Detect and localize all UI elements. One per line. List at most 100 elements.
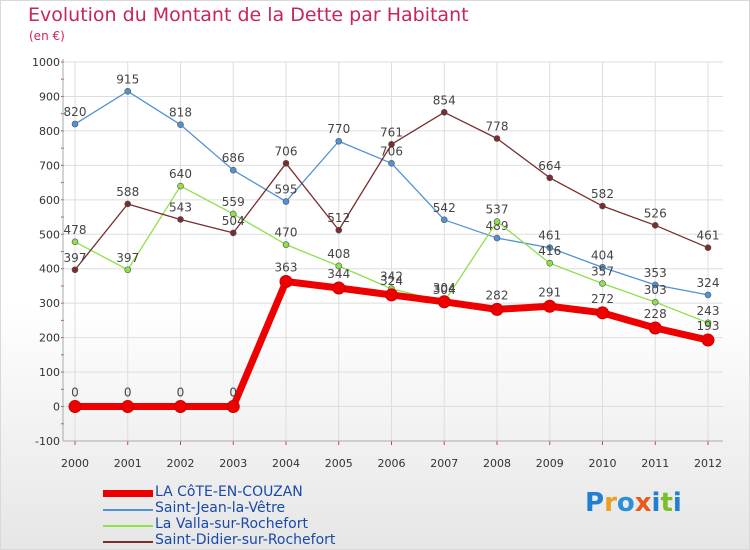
point-la-cote-en-couzan (437, 295, 451, 309)
legend-item-la-valla-sur-rochefort: La Valla-sur-Rochefort (103, 516, 433, 533)
data-label-la-valla-sur-rochefort: 408 (327, 247, 350, 261)
point-la-cote-en-couzan (490, 302, 504, 316)
data-label-saint-jean-la-vetre: 770 (327, 122, 350, 136)
data-label-la-valla-sur-rochefort: 640 (169, 167, 192, 181)
point-saint-didier-sur-rochefort (177, 216, 184, 223)
data-label-la-cote-en-couzan: 282 (486, 288, 509, 302)
legend-label: LA CôTE-EN-COUZAN (155, 484, 303, 500)
data-label-la-cote-en-couzan: 344 (327, 267, 350, 281)
data-label-la-valla-sur-rochefort: 342 (380, 270, 403, 284)
data-label-saint-jean-la-vetre: 820 (64, 105, 87, 119)
legend-item-saint-didier-sur-rochefort: Saint-Didier-sur-Rochefort (103, 532, 433, 549)
data-label-saint-jean-la-vetre: 818 (169, 106, 192, 120)
x-tick-label: 2004 (272, 457, 300, 470)
point-la-valla-sur-rochefort (229, 210, 237, 218)
data-label-la-cote-en-couzan: 304 (433, 281, 456, 295)
data-label-saint-didier-sur-rochefort: 582 (591, 187, 614, 201)
x-tick-label: 2011 (641, 457, 669, 470)
data-label-la-valla-sur-rochefort: 559 (222, 195, 245, 209)
point-la-valla-sur-rochefort (651, 298, 659, 306)
data-label-saint-didier-sur-rochefort: 761 (380, 125, 403, 139)
point-la-valla-sur-rochefort (71, 238, 79, 246)
data-label-la-valla-sur-rochefort: 478 (64, 223, 87, 237)
point-la-cote-en-couzan (279, 274, 293, 288)
point-la-valla-sur-rochefort (124, 266, 132, 274)
point-saint-jean-la-vetre (71, 120, 79, 128)
data-label-la-valla-sur-rochefort: 397 (116, 251, 139, 265)
data-label-la-cote-en-couzan: 0 (71, 386, 79, 400)
point-saint-didier-sur-rochefort (124, 200, 132, 208)
point-la-valla-sur-rochefort (546, 259, 554, 267)
legend-label: Saint-Jean-la-Vêtre (155, 500, 286, 516)
data-label-saint-jean-la-vetre: 461 (538, 229, 561, 243)
data-label-saint-didier-sur-rochefort: 854 (433, 93, 456, 107)
point-saint-didier-sur-rochefort (388, 141, 395, 148)
data-label-saint-didier-sur-rochefort: 504 (222, 214, 245, 228)
legend-swatch (103, 509, 153, 511)
data-label-saint-jean-la-vetre: 324 (697, 276, 720, 290)
y-tick-label: -100 (35, 435, 60, 448)
point-saint-didier-sur-rochefort (440, 109, 448, 116)
point-la-cote-en-couzan (648, 321, 662, 335)
x-tick-label: 2001 (114, 457, 142, 470)
point-saint-didier-sur-rochefort (599, 202, 606, 210)
data-label-la-cote-en-couzan: 324 (380, 274, 403, 288)
point-saint-jean-la-vetre (282, 198, 290, 205)
logo-letter: r (604, 488, 617, 518)
legend-label: La Valla-sur-Rochefort (155, 516, 308, 532)
legend-swatch (103, 541, 153, 543)
point-saint-jean-la-vetre (440, 216, 448, 224)
point-la-valla-sur-rochefort (282, 241, 290, 248)
point-saint-jean-la-vetre (177, 121, 184, 129)
point-saint-didier-sur-rochefort (704, 244, 712, 252)
point-saint-jean-la-vetre (388, 159, 395, 167)
y-tick-label: 900 (39, 90, 60, 103)
point-la-valla-sur-rochefort (599, 280, 606, 287)
point-saint-jean-la-vetre (651, 281, 659, 289)
logo-letter: x (634, 488, 652, 518)
data-label-saint-didier-sur-rochefort: 778 (486, 119, 509, 133)
point-saint-didier-sur-rochefort (229, 229, 237, 237)
data-label-saint-jean-la-vetre: 915 (116, 72, 139, 86)
legend-item-la-cote-en-couzan: LA CôTE-EN-COUZAN (103, 484, 433, 501)
x-tick-label: 2008 (483, 457, 511, 470)
point-la-cote-en-couzan (543, 299, 557, 313)
x-tick-label: 2006 (378, 457, 406, 470)
data-label-la-cote-en-couzan: 0 (229, 386, 237, 400)
legend-label: Saint-Didier-sur-Rochefort (155, 532, 336, 548)
data-label-saint-didier-sur-rochefort: 543 (169, 200, 192, 214)
data-label-la-valla-sur-rochefort: 416 (538, 244, 561, 258)
data-label-saint-didier-sur-rochefort: 588 (116, 185, 139, 199)
data-label-saint-didier-sur-rochefort: 461 (697, 229, 720, 243)
point-la-cote-en-couzan (174, 400, 187, 414)
data-label-la-valla-sur-rochefort: 537 (486, 203, 509, 217)
data-label-la-cote-en-couzan: 272 (591, 292, 614, 306)
point-la-valla-sur-rochefort (704, 319, 712, 327)
point-saint-didier-sur-rochefort (71, 266, 79, 274)
logo-letter: i (672, 488, 682, 518)
y-tick-label: 800 (39, 125, 60, 138)
data-label-la-valla-sur-rochefort: 243 (697, 304, 720, 318)
data-label-saint-jean-la-vetre: 542 (433, 201, 456, 215)
data-label-saint-didier-sur-rochefort: 664 (538, 159, 561, 173)
data-label-la-valla-sur-rochefort: 304 (433, 283, 456, 297)
proxiti-logo: Proxiti (585, 488, 682, 518)
logo-letter: t (660, 488, 673, 518)
point-saint-didier-sur-rochefort (493, 135, 501, 142)
data-label-la-cote-en-couzan: 0 (177, 386, 185, 400)
point-saint-didier-sur-rochefort (546, 174, 554, 182)
legend-item-saint-jean-la-vetre: Saint-Jean-la-Vêtre (103, 500, 433, 517)
point-la-cote-en-couzan (226, 400, 240, 414)
legend: LA CôTE-EN-COUZAN Saint-Jean-la-Vêtre La V… (103, 484, 433, 549)
data-label-saint-didier-sur-rochefort: 526 (644, 206, 667, 220)
data-label-la-valla-sur-rochefort: 470 (275, 226, 298, 240)
point-la-cote-en-couzan (596, 306, 609, 320)
data-label-saint-jean-la-vetre: 404 (591, 248, 614, 262)
point-la-cote-en-couzan (701, 333, 715, 347)
point-la-cote-en-couzan (332, 281, 346, 295)
x-tick-label: 2005 (325, 457, 353, 470)
x-tick-label: 2000 (61, 457, 89, 470)
data-label-la-cote-en-couzan: 193 (697, 319, 720, 333)
point-saint-jean-la-vetre (335, 137, 343, 145)
data-label-la-cote-en-couzan: 228 (644, 307, 667, 321)
